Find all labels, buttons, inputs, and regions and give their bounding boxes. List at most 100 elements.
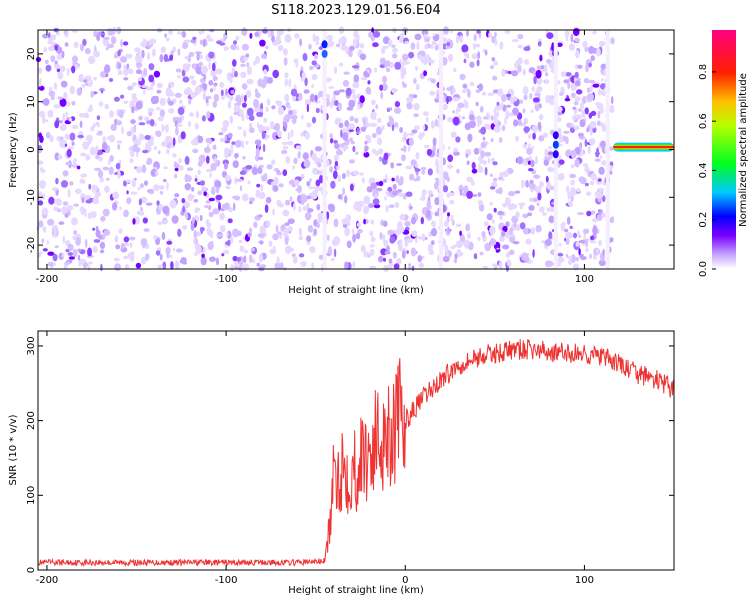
heatmap-cell [475,101,479,107]
heatmap-cell [192,148,199,154]
heatmap-cell [380,219,384,227]
heatmap-cell [570,149,577,159]
heatmap-cell [143,68,148,76]
heatmap-cell [399,213,406,221]
heatmap-cell [587,146,591,155]
heatmap-cell [564,228,569,233]
heatmap-cell [126,190,129,195]
heatmap-cell [491,219,495,224]
heatmap-cell [528,134,532,139]
heatmap-cell [224,147,230,155]
heatmap-cell [241,93,244,103]
heatmap-cell [65,111,68,117]
heatmap-cell [154,146,157,150]
heatmap-cell [600,122,606,129]
heatmap-cell [133,96,138,104]
heatmap-cell [140,256,147,265]
heatmap-cell [502,170,509,177]
heatmap-cell [544,79,550,85]
heatmap-cell [64,143,68,147]
heatmap-cell [480,126,487,135]
heatmap-cell [192,216,195,224]
heatmap-cell [570,33,574,43]
heatmap-cell [492,161,498,166]
heatmap-cell [575,64,579,70]
heatmap-cell [261,175,266,182]
heatmap-cell [559,92,564,96]
heatmap-cell [179,164,184,171]
heatmap-cell [542,212,547,216]
heatmap-cell [215,194,223,201]
heatmap-cell [176,31,183,35]
heatmap-cell [41,238,45,244]
heatmap-cell [416,41,420,51]
heatmap-cell [246,66,252,75]
heatmap-cell [102,39,109,47]
heatmap-cell [265,106,269,113]
heatmap-cell [163,166,168,170]
heatmap-cell [165,135,172,144]
heatmap-cell [349,45,355,51]
heatmap-cell [157,116,164,122]
heatmap-cell [284,122,288,130]
heatmap-cell [210,68,218,78]
heatmap-cell [507,70,512,75]
heatmap-cell [170,261,174,270]
heatmap-cell [81,197,85,204]
heatmap-cell [600,140,606,148]
heatmap-cell [120,126,125,134]
heatmap-cell [148,74,155,83]
heatmap-cell [471,168,478,174]
heatmap-cell [90,125,95,132]
heatmap-cell [585,248,589,253]
heatmap-cell [225,185,231,190]
heatmap-cell [269,121,275,130]
heatmap-cell [79,178,83,184]
heatmap-cell [363,205,370,215]
heatmap-cell [276,256,280,265]
heatmap-cell [172,247,176,252]
colorbar-gradient [712,30,736,269]
heatmap-cell [300,173,305,178]
heatmap-cell [223,249,230,255]
heatmap-cell [502,225,508,233]
heatmap-cell [406,102,413,110]
heatmap-cell [232,266,240,270]
heatmap-cell [56,136,61,142]
heatmap-cell [567,195,571,200]
heatmap-cell [159,253,163,261]
heatmap-cell [186,167,194,172]
heatmap-cell [263,75,269,85]
heatmap-cell [190,91,197,99]
heatmap-cell [97,122,100,128]
heatmap-cell [399,127,403,133]
heatmap-cell [318,90,324,98]
heatmap-cell [166,240,173,245]
heatmap-cell [261,130,266,140]
heatmap-cell [532,132,536,140]
heatmap-cell [551,42,555,52]
heatmap-cell [394,101,401,108]
heatmap-cell [483,221,489,227]
colorbar-tick-label: 0.8 [698,64,709,80]
heatmap-cell [544,157,552,161]
heatmap-cell [193,199,199,203]
heatmap-cell [235,94,242,103]
heatmap-cell [301,72,306,79]
heatmap-cell [592,226,598,235]
heatmap-cell [364,140,368,145]
heatmap-cell [426,148,432,156]
heatmap-cell [39,77,42,87]
heatmap-cell [90,211,97,219]
snr-panel: -200 -100 0 100 0 100 200 300 Height of straigh… [8,330,675,596]
heatmap-cells [35,26,674,272]
heatmap-cell [443,171,449,180]
heatmap-cell [241,27,248,37]
heatmap-cell [51,187,58,192]
heatmap-cell [42,248,48,252]
heatmap-cell [155,170,159,177]
heatmap-cell [275,224,279,233]
heatmap-cell [84,112,89,118]
heatmap-cell [229,264,235,272]
heatmap-cell [55,177,59,185]
